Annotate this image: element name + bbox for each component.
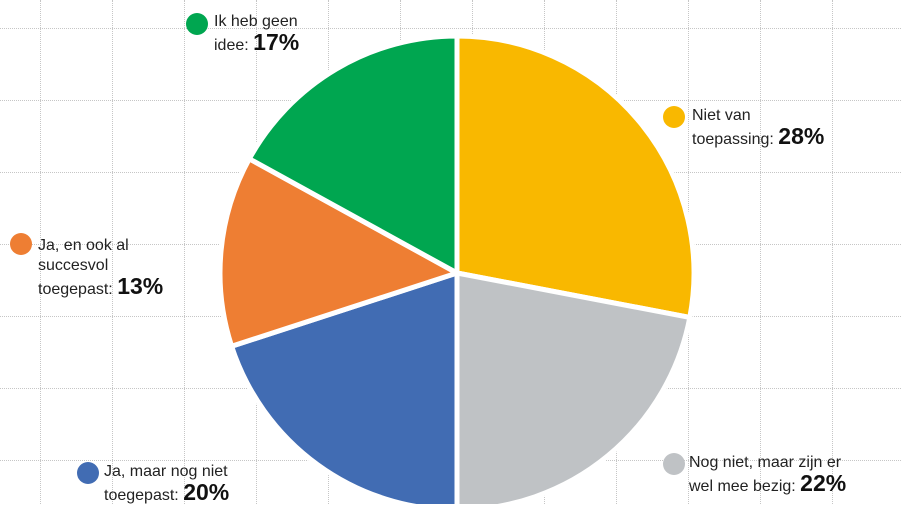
grid-line [112,0,113,504]
pie-slice [246,33,460,276]
label-line: wel mee bezig: [689,478,796,495]
label-line: toegepast: [38,281,113,298]
grid-line [0,28,901,29]
label-line: Niet van [692,107,751,124]
pie-slice [217,156,460,349]
percentage-value: 17% [253,29,300,55]
label-line: succesvol [38,257,109,274]
percentage-value: 20% [183,479,230,505]
legend-dot-ja-succesvol-toegepast [10,233,32,255]
legend-dot-nog-niet-bezig [663,453,685,475]
percentage-value: 13% [117,273,164,299]
grid-line [40,0,41,504]
legend-dot-niet-van-toepassing [663,106,685,128]
pie-slice [454,270,693,504]
label-line: Ja, maar nog niet [104,463,228,480]
pie-slice [454,33,697,320]
label-line: Nog niet, maar zijn er [689,454,842,471]
label-line: Ja, en ook al [38,237,129,254]
percentage-value: 22% [800,470,847,496]
grid-line [760,0,761,504]
label-line: idee: [214,37,249,54]
legend-dot-ik-heb-geen-idee [186,13,208,35]
grid-line [832,0,833,504]
label-line: Ik heb geen [214,13,298,30]
label-line: toegepast: [104,487,179,504]
pie-slice [229,270,460,504]
percentage-value: 28% [778,123,825,149]
label-line: toepassing: [692,131,774,148]
legend-dot-ja-nog-niet-toegepast [77,462,99,484]
grid-line [184,0,185,504]
